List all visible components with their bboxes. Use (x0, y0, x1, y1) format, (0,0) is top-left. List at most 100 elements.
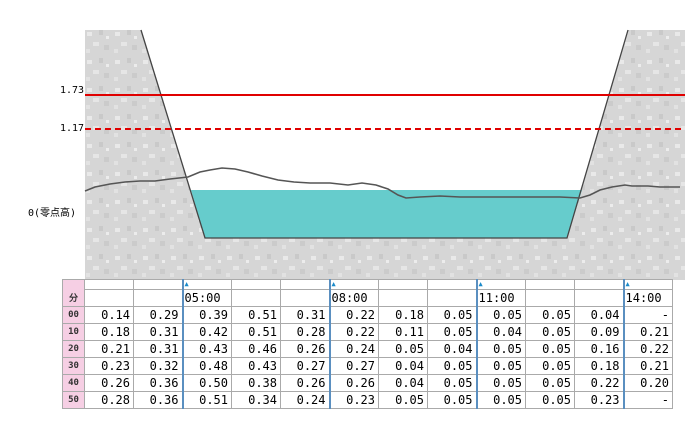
level-value-cell: 0.31 (133, 322, 183, 341)
hour-marker-triangle-icon: ▲ (622, 279, 673, 290)
level-value-cell: 0.26 (280, 373, 330, 392)
level-value-cell: 0.31 (280, 305, 330, 324)
level-value-cell: 0.05 (427, 356, 477, 375)
hour-marker-triangle-icon: ▲ (328, 279, 379, 290)
zero-level-label: 0(零点高) (28, 208, 77, 219)
header-cell (378, 289, 428, 307)
level-value-cell: 0.38 (231, 373, 281, 392)
channel-outline (140, 29, 629, 239)
level-value-cell: 0.29 (133, 305, 183, 324)
level-value-cell: 0.23 (574, 390, 624, 409)
hour-label-row: 分 05:00 08:00 11:00 14:00 (62, 289, 673, 307)
header-cell (378, 279, 428, 290)
level-value-cell: 0.05 (427, 390, 477, 409)
level-value-cell: 0.04 (574, 305, 624, 324)
level-value-cell: 0.05 (525, 373, 575, 392)
level-value-cell: 0.04 (378, 373, 428, 392)
level-value-cell: 0.05 (378, 339, 428, 358)
level-value-cell: 0.51 (231, 305, 281, 324)
hour-label: 11:00 (475, 289, 526, 307)
level-value-cell: 0.14 (84, 305, 134, 324)
level-value-cell: 0.23 (328, 390, 379, 409)
header-corner (62, 279, 85, 290)
level-value-cell: 0.26 (328, 373, 379, 392)
header-cell (133, 289, 183, 307)
level-value-cell: 0.05 (427, 305, 477, 324)
header-cell (231, 289, 281, 307)
table-row: 40 0.26 0.36 0.50 0.38 0.26 0.26 0.04 0.05 0.05 0.… (62, 373, 673, 392)
water-body (191, 190, 582, 238)
level-value-cell: 0.04 (378, 356, 428, 375)
level-value-cell: 0.18 (574, 356, 624, 375)
hour-marker-triangle-icon: ▲ (475, 279, 526, 290)
minute-label: 50 (62, 390, 85, 409)
level-value-cell: 0.09 (574, 322, 624, 341)
level-value-cell: 0.36 (133, 373, 183, 392)
hour-marker-triangle-icon: ▲ (181, 279, 232, 290)
level-value-cell: 0.22 (574, 373, 624, 392)
level-value-cell: 0.16 (574, 339, 624, 358)
river-cross-section (84, 29, 685, 280)
header-cell (231, 279, 281, 290)
level-value-cell: 0.05 (475, 356, 526, 375)
hour-label: 08:00 (328, 289, 379, 307)
minute-label: 20 (62, 339, 85, 358)
level-value-cell: 0.11 (378, 322, 428, 341)
level-value-cell: 0.42 (181, 322, 232, 341)
level-value-cell: 0.26 (84, 373, 134, 392)
level-value-cell: 0.22 (622, 339, 673, 358)
level-trace-line (84, 167, 680, 199)
level-value-cell: 0.48 (181, 356, 232, 375)
table-row: 30 0.23 0.32 0.48 0.43 0.27 0.27 0.04 0.05 0.05 0.… (62, 356, 673, 375)
level-value-cell: 0.21 (622, 356, 673, 375)
header-cell (133, 279, 183, 290)
level-value-cell: 0.34 (231, 390, 281, 409)
channel-air (141, 30, 628, 238)
minute-header: 分 (62, 289, 85, 307)
header-cell (84, 279, 134, 290)
level-value-cell: 0.20 (622, 373, 673, 392)
level-value-cell: 0.51 (181, 390, 232, 409)
warning-level-label: 1.73 (60, 85, 85, 96)
level-value-cell: 0.05 (378, 390, 428, 409)
table-row: 50 0.28 0.36 0.51 0.34 0.24 0.23 0.05 0.05 0.05 0.… (62, 390, 673, 409)
minute-label: 30 (62, 356, 85, 375)
level-value-cell: 0.05 (475, 390, 526, 409)
level-value-cell: 0.23 (84, 356, 134, 375)
level-value-cell: 0.21 (622, 322, 673, 341)
level-value-cell: 0.43 (181, 339, 232, 358)
header-cell (525, 279, 575, 290)
level-value-cell: 0.28 (280, 322, 330, 341)
level-value-cell: 0.51 (231, 322, 281, 341)
level-value-cell: - (622, 390, 673, 409)
level-value-cell: 0.05 (475, 305, 526, 324)
header-cell (525, 289, 575, 307)
level-value-cell: 0.39 (181, 305, 232, 324)
header-cell (280, 289, 330, 307)
water-level-table: ▲ ▲ ▲ ▲ 分 05:00 08:00 11:00 14:00 00 0.14 0.29 0.39 0… (62, 279, 673, 409)
level-value-cell: 0.05 (525, 339, 575, 358)
minute-label: 00 (62, 305, 85, 324)
level-value-cell: 0.32 (133, 356, 183, 375)
level-value-cell: 0.21 (84, 339, 134, 358)
level-value-cell: 0.27 (328, 356, 379, 375)
level-value-cell: 0.05 (475, 373, 526, 392)
table-row: 00 0.14 0.29 0.39 0.51 0.31 0.22 0.18 0.05 0.05 0.… (62, 305, 673, 324)
level-value-cell: 0.05 (427, 322, 477, 341)
header-cell (427, 279, 477, 290)
header-cell (574, 279, 624, 290)
level-value-cell: 0.46 (231, 339, 281, 358)
level-value-cell: 0.24 (280, 390, 330, 409)
level-value-cell: 0.24 (328, 339, 379, 358)
level-value-cell: 0.05 (427, 373, 477, 392)
level-value-cell: 0.36 (133, 390, 183, 409)
level-value-cell: 0.31 (133, 339, 183, 358)
header-cell (427, 289, 477, 307)
level-value-cell: 0.28 (84, 390, 134, 409)
level-value-cell: 0.05 (525, 322, 575, 341)
header-cell (280, 279, 330, 290)
level-value-cell: 0.05 (525, 305, 575, 324)
caution-level-label: 1.17 (60, 123, 85, 134)
level-value-cell: 0.05 (525, 356, 575, 375)
hour-label: 05:00 (181, 289, 232, 307)
